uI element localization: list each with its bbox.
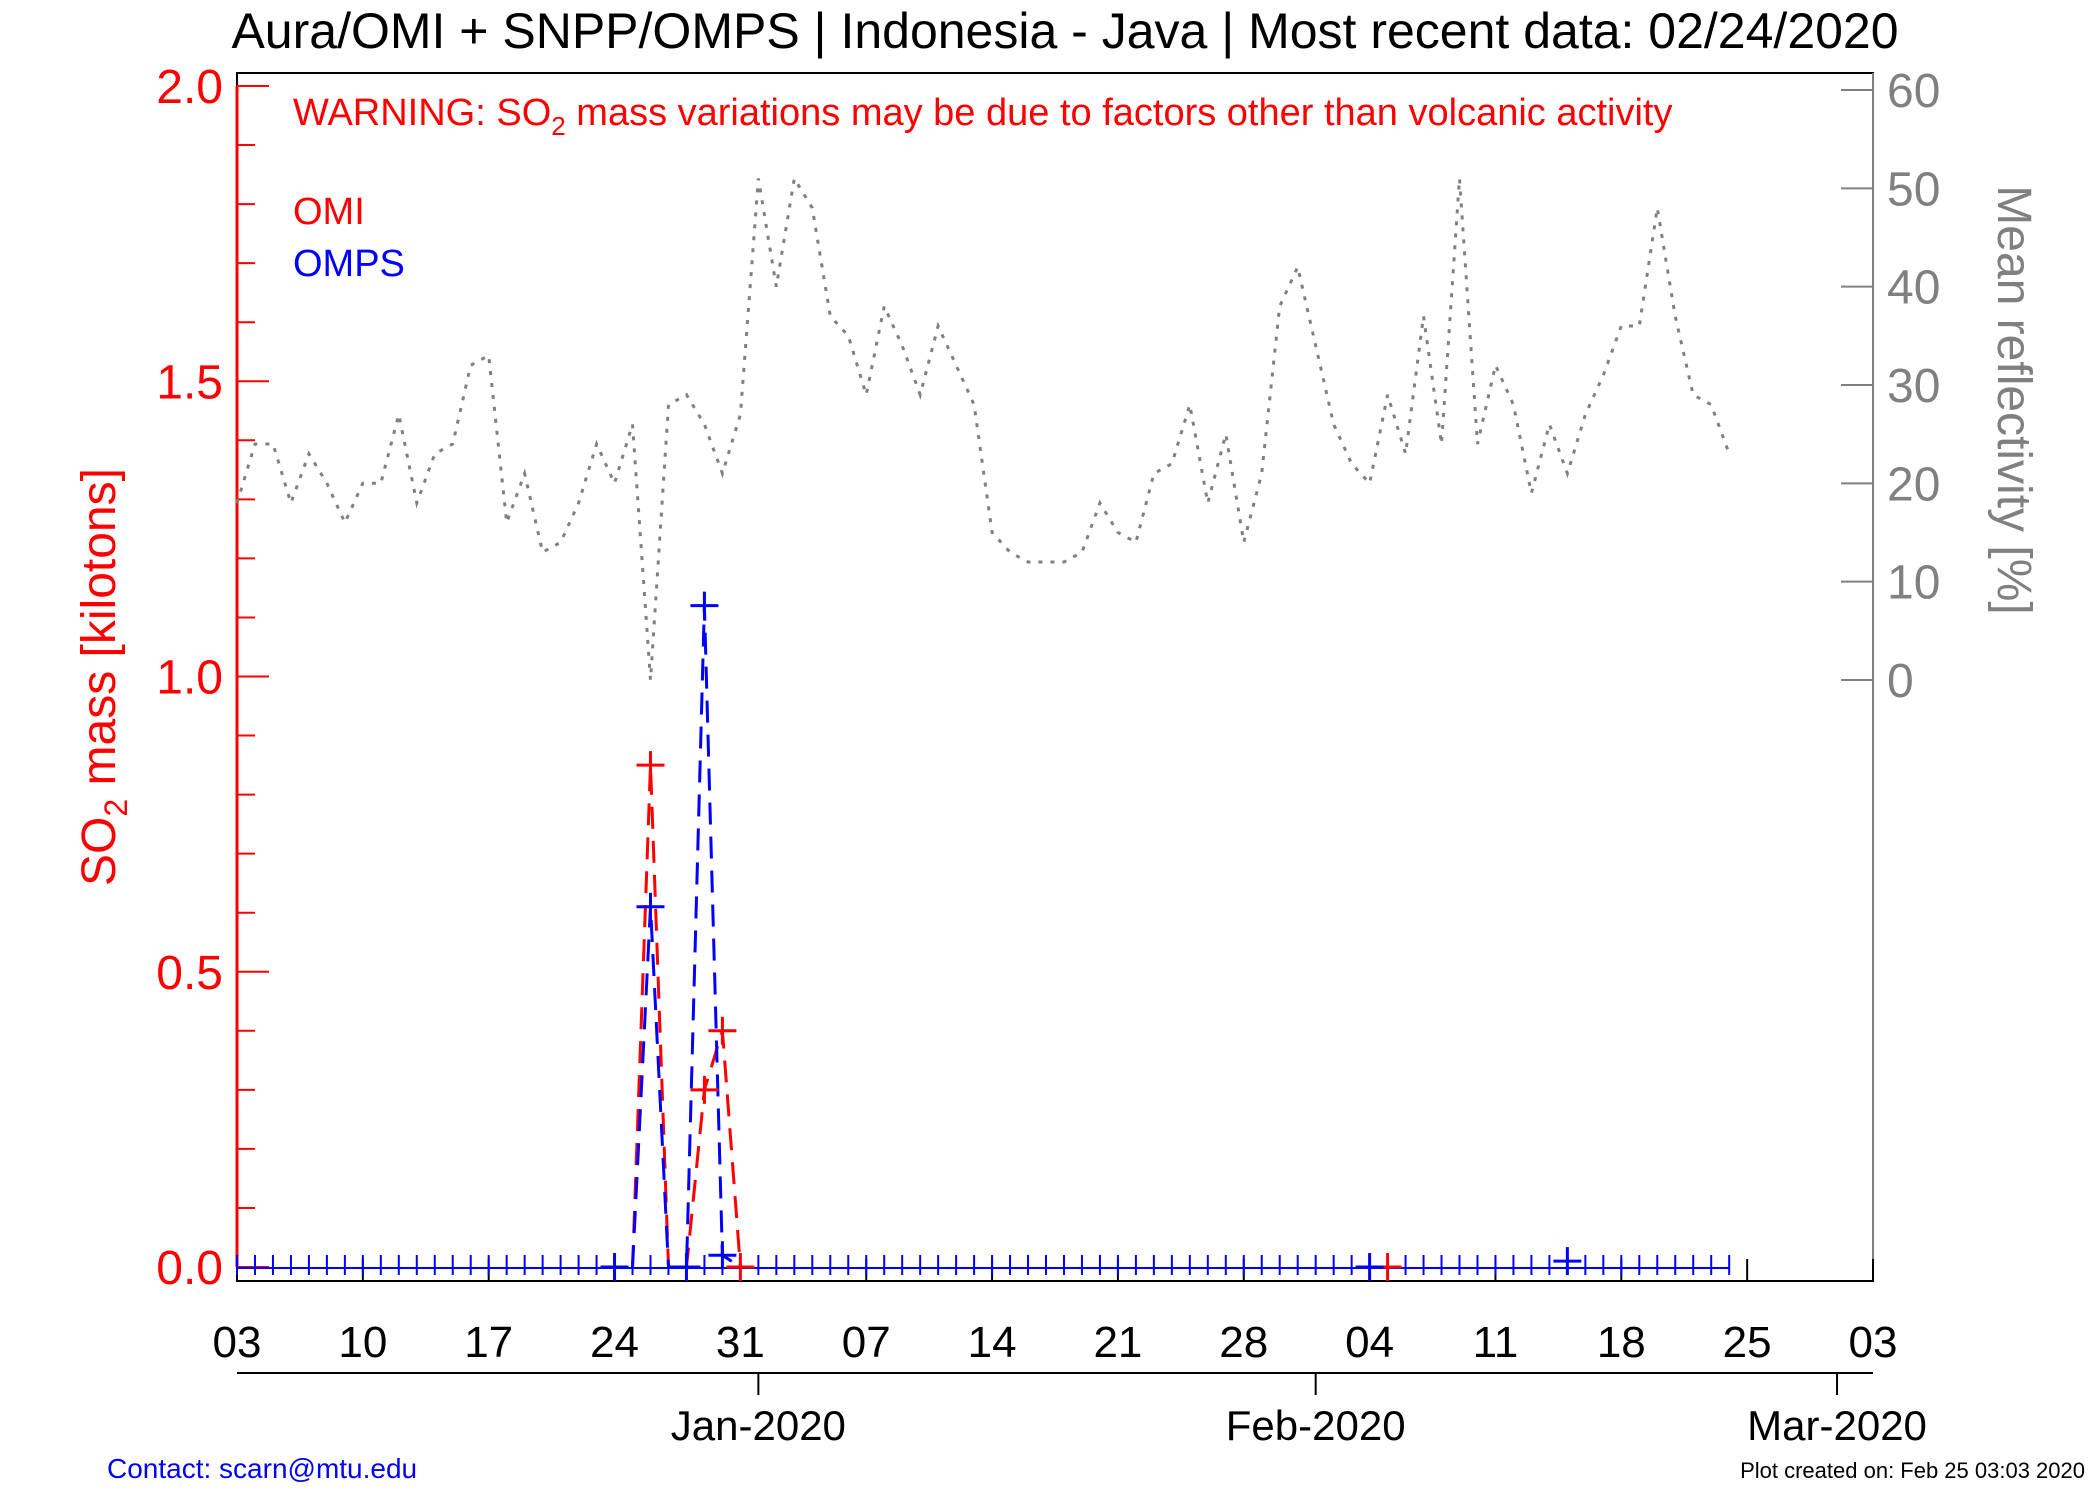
right-tick-label: 0 — [1887, 655, 1914, 708]
x-tick-label: 25 — [1723, 1318, 1772, 1367]
left-tick-label: 0.0 — [156, 1242, 223, 1295]
left-tick-label: 1.5 — [156, 356, 223, 409]
month-label: Feb-2020 — [1226, 1402, 1406, 1449]
omi-line — [631, 765, 742, 1269]
omi-point — [636, 751, 665, 780]
left-tick-label: 1.0 — [156, 652, 223, 705]
contact-text: Contact: scarn@mtu.edu — [107, 1453, 417, 1484]
left-axis-label: SO2 mass [kilotons] — [73, 468, 134, 886]
x-tick-label: 18 — [1597, 1318, 1646, 1367]
x-tick-label: 11 — [1473, 1318, 1519, 1367]
right-tick-label: 60 — [1887, 65, 1940, 118]
x-tick-label: 03 — [213, 1318, 262, 1367]
omps-point — [708, 1241, 737, 1270]
right-axis: 0 10 20 30 40 50 60 — [1841, 65, 1940, 1281]
right-tick-label: 20 — [1887, 458, 1940, 511]
x-tick-label: 04 — [1345, 1318, 1394, 1367]
right-axis-label: Mean reflectivity [%] — [1987, 185, 2040, 614]
x-tick-label: 28 — [1219, 1318, 1268, 1367]
omps-point — [672, 1253, 701, 1281]
omps-point — [1553, 1247, 1582, 1276]
x-tick-label: 10 — [338, 1318, 387, 1367]
legend-omi: OMI — [293, 191, 365, 233]
omps-point — [636, 892, 665, 921]
x-tick-label: 31 — [716, 1318, 765, 1367]
left-tick-label: 0.5 — [156, 947, 223, 1000]
x-tick-label: 24 — [590, 1318, 639, 1367]
x-axis: 03 10 17 24 31 07 14 21 28 04 11 18 25 03 — [213, 1259, 1898, 1367]
x-tick-label: 21 — [1093, 1318, 1142, 1367]
plot-frame — [236, 72, 1874, 1282]
right-tick-label: 40 — [1887, 262, 1940, 315]
x-tick-label: 14 — [968, 1318, 1017, 1367]
created-text: Plot created on: Feb 25 03:03 2020 — [1740, 1458, 2085, 1483]
reflectivity-line — [235, 174, 1731, 681]
omps-line — [631, 605, 742, 1269]
month-label: Jan-2020 — [671, 1402, 846, 1449]
omps-point — [1355, 1253, 1384, 1281]
x-tick-label: 17 — [464, 1318, 513, 1367]
chart-title: Aura/OMI + SNPP/OMPS | Indonesia - Java … — [231, 3, 1898, 59]
omi-point — [690, 1075, 719, 1104]
x-tick-label: 07 — [842, 1318, 891, 1367]
left-tick-label: 2.0 — [156, 61, 223, 114]
right-tick-label: 10 — [1887, 557, 1940, 610]
right-tick-label: 30 — [1887, 360, 1940, 413]
omps-point — [600, 1253, 629, 1281]
right-tick-label: 50 — [1887, 163, 1940, 216]
series-layer — [235, 174, 1731, 1281]
legend-omps: OMPS — [293, 243, 405, 285]
month-label: Mar-2020 — [1747, 1402, 1927, 1449]
warning-text: WARNING: SO2 mass variations may be due … — [293, 92, 1672, 141]
omi-point — [708, 1016, 737, 1045]
month-axis: Jan-2020 Feb-2020 Mar-2020 — [237, 1372, 1927, 1449]
left-axis: 0.0 0.5 1.0 1.5 2.0 — [156, 61, 269, 1295]
x-tick-label: 03 — [1849, 1318, 1898, 1367]
omps-point — [690, 591, 719, 620]
omi-point — [726, 1253, 755, 1281]
